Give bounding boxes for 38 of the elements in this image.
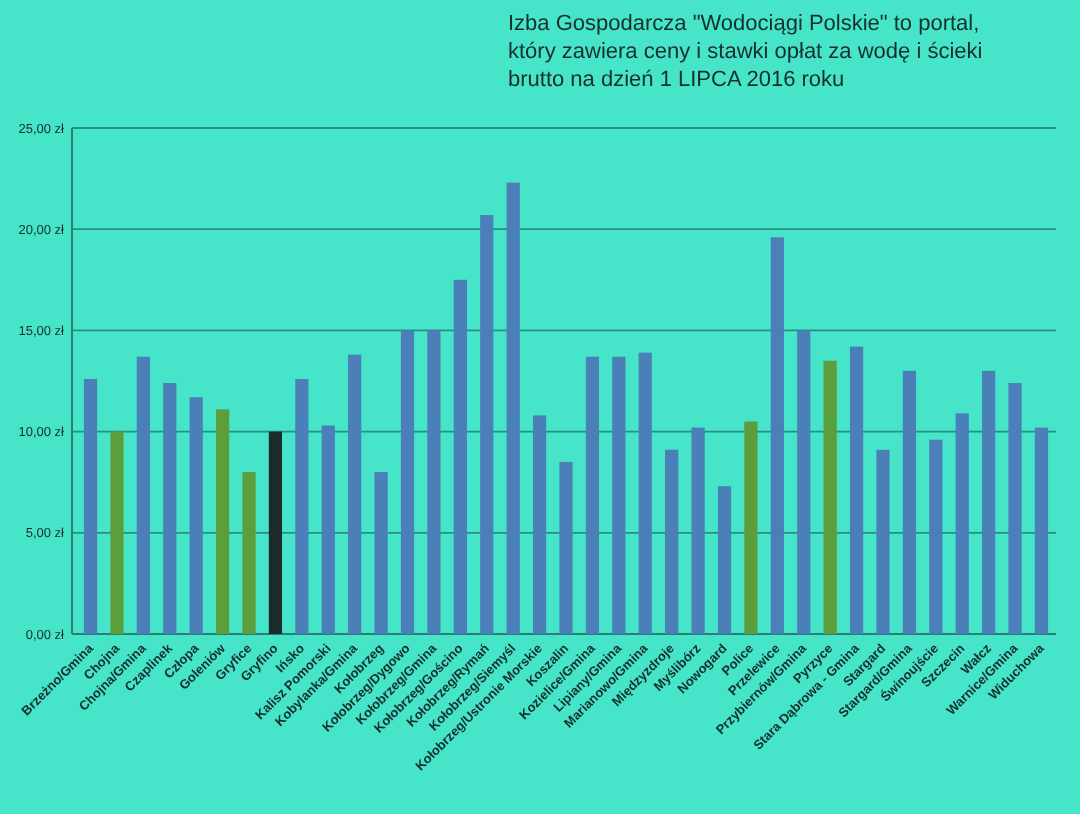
bar [744,421,758,634]
bar [876,449,890,634]
bar [374,472,388,634]
bar [110,431,124,634]
bar [1008,383,1022,634]
bar [823,360,837,634]
bar [797,330,811,634]
bar [665,449,679,634]
bar [506,182,520,634]
bar [559,461,573,634]
bar [136,356,150,634]
bar [400,330,415,634]
bar [163,383,177,634]
bar [717,486,732,634]
bar [929,439,943,634]
bar [585,356,600,634]
bar [83,378,98,634]
bar [295,378,309,634]
bar [691,427,705,634]
bar [480,215,494,634]
bar [849,346,864,634]
bar [216,409,230,634]
bar [453,279,467,634]
bar [955,413,969,634]
bar [982,370,996,634]
bar [638,352,652,634]
bar [612,356,626,634]
bar [532,415,547,634]
bar [189,397,203,634]
bar [1034,427,1049,634]
bar [902,370,916,634]
bar [321,425,335,634]
bar [348,354,362,634]
bar [770,237,784,634]
bar [427,330,441,634]
chart-title: Izba Gospodarcza "Wodociągi Polskie" to portal, który zawiera ceny i stawki opłat za wodę i ścieki brutto na dzień 1 LIPCA 2016 roku [508,12,983,92]
bar [268,431,283,634]
bar [242,472,256,634]
